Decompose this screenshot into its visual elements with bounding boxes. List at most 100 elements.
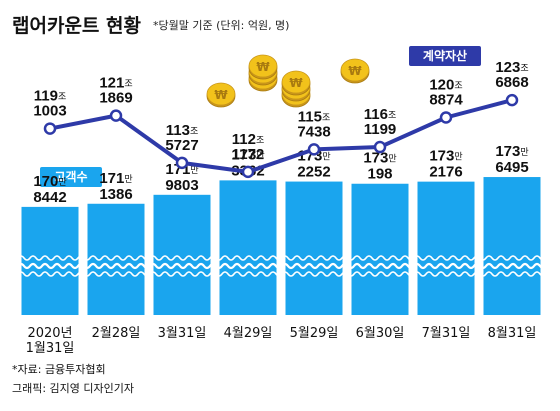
line-value-top: 123 <box>495 59 520 76</box>
bar <box>417 181 475 315</box>
coin-face <box>248 54 278 78</box>
line-value-top: 115 <box>298 108 322 125</box>
line-value-label: 115조 <box>298 108 330 125</box>
line-value-unit: 조 <box>124 80 132 90</box>
line-value-top: 113 <box>166 122 190 139</box>
bar-value-top: 171 <box>99 170 124 187</box>
bar-value-bottom: 6495 <box>495 159 528 176</box>
line-value-bottom: 1172 <box>232 146 265 163</box>
bar-value-top: 173 <box>231 146 256 163</box>
bar-value-top: 173 <box>363 150 388 167</box>
bar-value-unit: 만 <box>388 154 396 165</box>
x-tick-label: 3월31일 <box>158 326 207 341</box>
line-series-tag-label: 계약자산 <box>423 48 467 63</box>
line-series-tag-bg <box>409 46 481 66</box>
line-value-label: 123조 <box>495 59 528 76</box>
bar <box>351 183 409 315</box>
line-value-bottom: 5727 <box>165 137 198 154</box>
bar <box>219 180 277 315</box>
line-value-label: 112조 <box>232 131 264 148</box>
bar-value-top: 173 <box>429 148 454 165</box>
x-tick-label: 5월29일 <box>290 326 339 341</box>
won-symbol-icon: ₩ <box>256 60 270 74</box>
coin-face <box>206 82 236 106</box>
line-point <box>505 93 519 107</box>
line-value-top: 121 <box>99 75 124 92</box>
bar-labels-layer: 170만8442171만1386171만9803173만3362173만2252… <box>33 143 528 206</box>
x-tick-label: 2월28일 <box>92 326 141 341</box>
bar-value-unit: 만 <box>190 165 198 176</box>
line-value-top: 120 <box>429 76 454 93</box>
line-path <box>49 98 513 174</box>
bar-value-label: 173만 <box>429 148 462 165</box>
x-tick-label: 1월31일 <box>26 341 75 356</box>
line-series-tag: 계약자산 <box>409 46 481 66</box>
axis-break-wave <box>17 262 547 270</box>
line-value-unit: 조 <box>190 127 198 137</box>
bar-value-top: 173 <box>495 143 520 160</box>
axis-break-wave <box>17 271 547 277</box>
line-value-top: 119 <box>34 88 58 105</box>
line-value-label: 113조 <box>166 122 198 139</box>
line-value-label: 121조 <box>99 75 132 92</box>
bar-value-unit: 만 <box>124 174 132 185</box>
line-value-top: 116 <box>364 106 388 123</box>
x-tick-label: 8월31일 <box>488 326 537 341</box>
line-value-unit: 조 <box>388 111 396 121</box>
credit-note: 그래픽: 김지영 디자인기자 <box>12 382 134 395</box>
chart-title: 랩어카운트 현황 <box>12 14 141 37</box>
bar-value-bottom: 9803 <box>165 177 198 194</box>
bar-value-unit: 만 <box>322 152 330 163</box>
bar-value-label: 173만 <box>231 146 264 163</box>
line-point <box>307 143 321 156</box>
bar-value-label: 170만 <box>33 173 66 190</box>
line-point <box>439 111 453 124</box>
x-tick-label: 2020년 <box>27 326 72 341</box>
bar-series-tag-bg <box>40 167 102 187</box>
bar <box>21 206 79 315</box>
line-value-bottom: 6868 <box>495 74 528 91</box>
bar-value-label: 171만 <box>99 170 132 187</box>
line-value-bottom: 1199 <box>364 121 397 138</box>
line-value-unit: 조 <box>454 81 462 91</box>
line-value-bottom: 1003 <box>33 103 66 120</box>
bar-value-bottom: 2252 <box>297 164 330 181</box>
source-note: *자료: 금융투자협회 <box>12 363 106 376</box>
bar-value-bottom: 198 <box>367 166 392 183</box>
coin-face <box>281 70 311 94</box>
line-value-bottom: 7438 <box>297 123 330 140</box>
bar-value-bottom: 2176 <box>429 164 462 181</box>
line-value-unit: 조 <box>322 113 330 123</box>
bar-value-bottom: 1386 <box>99 186 132 203</box>
bar-series-tag-label: 고객수 <box>54 170 87 184</box>
bar <box>153 194 211 315</box>
line-value-unit: 조 <box>58 93 66 103</box>
bar-value-unit: 만 <box>454 152 462 163</box>
x-tick-label: 4월29일 <box>224 326 273 341</box>
bar-value-unit: 만 <box>58 177 66 188</box>
won-symbol-icon: ₩ <box>214 88 228 102</box>
chart-subtitle: *당월말 기준 (단위: 억원, 명) <box>153 19 289 32</box>
line-point <box>241 165 255 179</box>
bar-value-unit: 만 <box>520 147 528 158</box>
line-point <box>109 109 123 122</box>
coin-face <box>340 58 370 82</box>
line-value-unit: 조 <box>256 136 264 146</box>
bar-value-bottom: 8442 <box>33 189 66 206</box>
line-value-label: 116조 <box>364 106 396 123</box>
line-layer <box>43 93 519 179</box>
line-value-top: 112 <box>232 131 256 148</box>
axis-break-layer <box>17 255 547 277</box>
bar-value-label: 173만 <box>363 150 396 167</box>
line-point <box>43 122 57 135</box>
bar-value-top: 170 <box>33 173 58 190</box>
won-symbol-icon: ₩ <box>289 76 303 90</box>
axis-break-wave <box>17 255 547 261</box>
bar-series-tag: 고객수 <box>40 167 102 187</box>
line-point <box>373 140 387 154</box>
bar-value-label: 173만 <box>495 143 528 160</box>
x-tick-label: 6월30일 <box>356 326 405 341</box>
